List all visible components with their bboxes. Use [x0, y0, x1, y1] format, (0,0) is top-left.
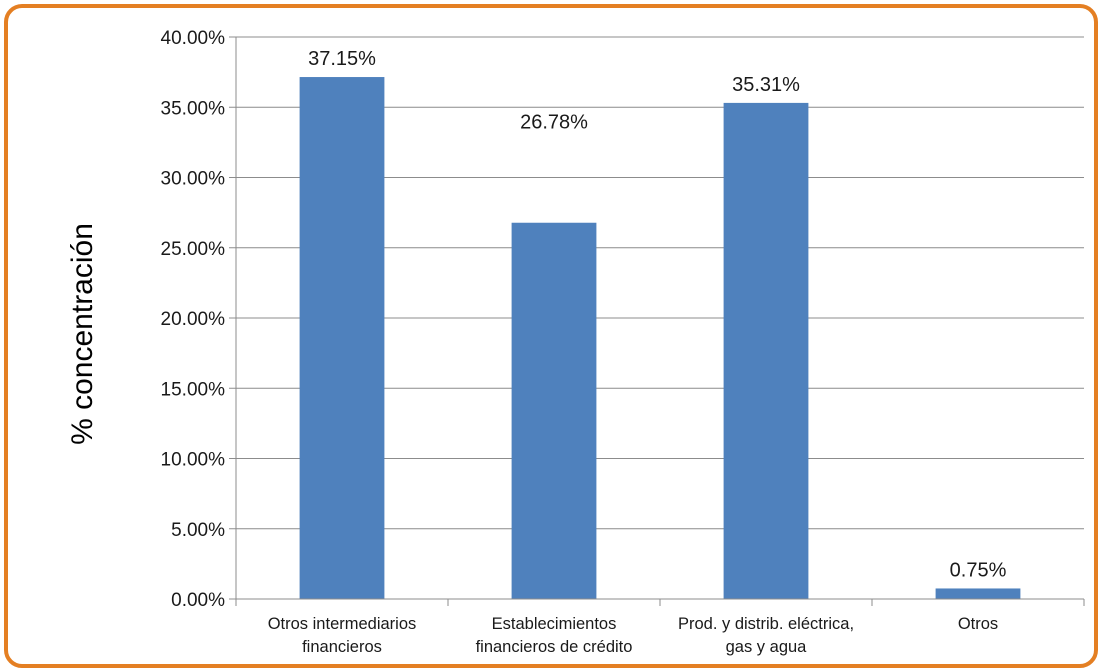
- data-label: 26.78%: [520, 111, 588, 133]
- y-tick-label: 0.00%: [171, 590, 225, 611]
- bars: [299, 77, 1021, 600]
- bar: [935, 588, 1021, 599]
- y-tick-label: 35.00%: [161, 98, 226, 119]
- bar: [723, 102, 809, 599]
- x-category-label: Prod. y distrib. eléctrica,: [678, 615, 854, 633]
- x-category-label: Otros intermediarios: [268, 615, 417, 633]
- y-axis-title: % concentración: [66, 223, 99, 445]
- bar: [299, 77, 385, 600]
- y-tick-label: 15.00%: [161, 379, 226, 400]
- data-label: 35.31%: [732, 74, 800, 96]
- y-tick-label: 30.00%: [161, 169, 226, 190]
- x-category-label: Establecimientos: [492, 615, 617, 633]
- y-tick-label: 5.00%: [171, 520, 225, 541]
- x-category-label: financieros: [302, 638, 382, 656]
- bar: [511, 222, 597, 599]
- data-label: 0.75%: [950, 559, 1007, 581]
- y-tick-label: 25.00%: [161, 239, 226, 260]
- axes: [229, 36, 1085, 606]
- y-tick-label: 10.00%: [161, 450, 226, 471]
- y-tick-label: 20.00%: [161, 309, 226, 330]
- y-tick-label: 40.00%: [161, 28, 226, 49]
- x-category-label: Otros: [958, 615, 998, 633]
- labels: 0.00% 5.00% 10.00% 15.00% 20.00% 25.00% 30.00%…: [161, 28, 1007, 656]
- x-category-label: financieros de crédito: [476, 638, 633, 656]
- x-category-label: gas y agua: [726, 638, 808, 656]
- data-label: 37.15%: [308, 48, 376, 70]
